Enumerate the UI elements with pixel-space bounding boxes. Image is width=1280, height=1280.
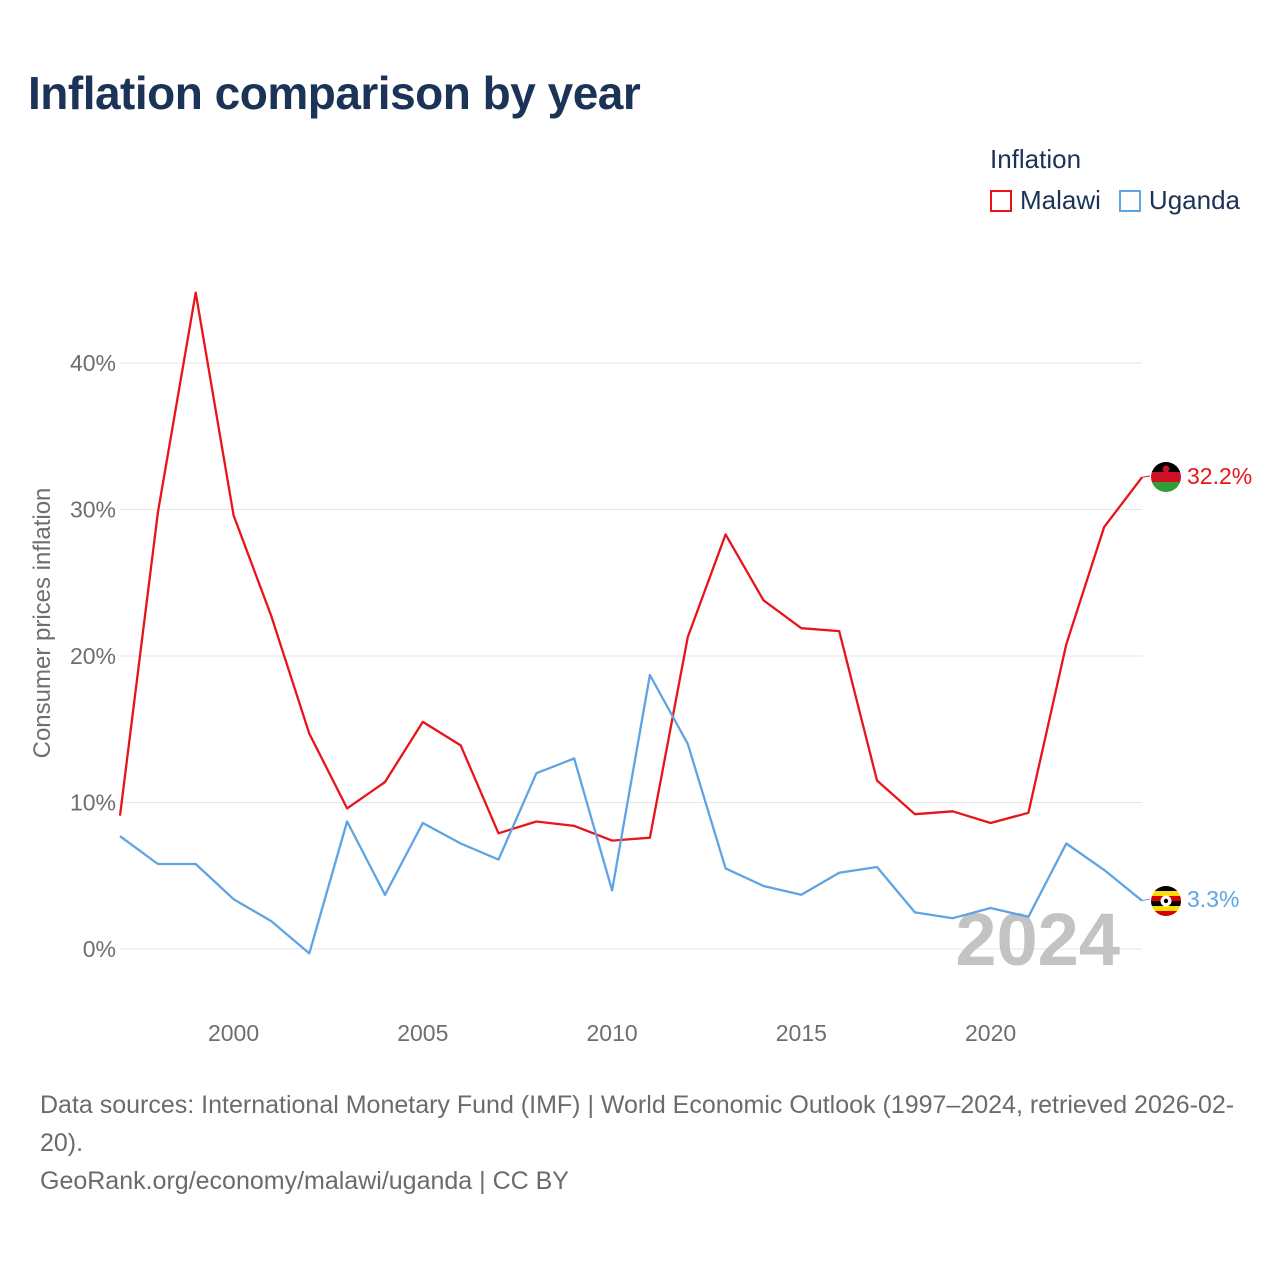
legend-swatch-malawi: [990, 189, 1012, 212]
page-title: Inflation comparison by year: [28, 67, 641, 119]
x-tick-label: 2010: [586, 1020, 637, 1046]
y-tick-label: 10%: [70, 790, 116, 816]
y-tick-label: 20%: [70, 643, 116, 669]
legend-items: Malawi Uganda: [990, 185, 1240, 216]
legend-item-uganda[interactable]: Uganda: [1118, 185, 1240, 216]
y-tick-label: 30%: [70, 497, 116, 523]
series-lines: [118, 291, 1143, 955]
grid-lines: [120, 362, 1142, 950]
attribution-link[interactable]: GeoRank.org/economy/malawi/uganda | CC B…: [40, 1167, 569, 1195]
y-tick-label: 40%: [70, 350, 116, 376]
legend-label-malawi: Malawi: [1020, 185, 1101, 215]
year-watermark: 2024: [955, 898, 1120, 981]
legend-swatch-uganda: [1118, 189, 1141, 212]
x-tick-label: 2005: [397, 1020, 448, 1046]
y-axis-title: Consumer prices inflation: [29, 488, 56, 759]
x-tick-label: 2015: [776, 1020, 827, 1046]
x-tick-label: 2020: [965, 1020, 1016, 1046]
y-tick-label: 0%: [83, 936, 116, 962]
legend-title: Inflation: [990, 144, 1082, 174]
series-line-uganda[interactable]: [119, 673, 1143, 955]
end-leader-uganda: [1141, 898, 1151, 902]
end-labels: 32.2% 3.3%: [1141, 462, 1252, 916]
end-leader-malawi: [1141, 475, 1151, 478]
data-source-note: Data sources: International Monetary Fun…: [40, 1091, 1235, 1157]
axis-labels: Consumer prices inflation 0% 10% 20% 30% 40%…: [29, 350, 1016, 1046]
malawi-flag-icon: [1151, 462, 1181, 492]
end-label-malawi: 32.2%: [1187, 463, 1252, 489]
legend: Inflation Malawi Uganda: [990, 144, 1240, 216]
x-tick-label: 2000: [208, 1020, 259, 1046]
footer: Data sources: International Monetary Fun…: [40, 1086, 1250, 1200]
legend-item-malawi[interactable]: Malawi: [990, 185, 1101, 216]
end-label-uganda: 3.3%: [1187, 886, 1239, 912]
series-line-malawi[interactable]: [118, 291, 1143, 842]
uganda-flag-icon: [1151, 886, 1181, 916]
legend-label-uganda: Uganda: [1148, 185, 1240, 215]
